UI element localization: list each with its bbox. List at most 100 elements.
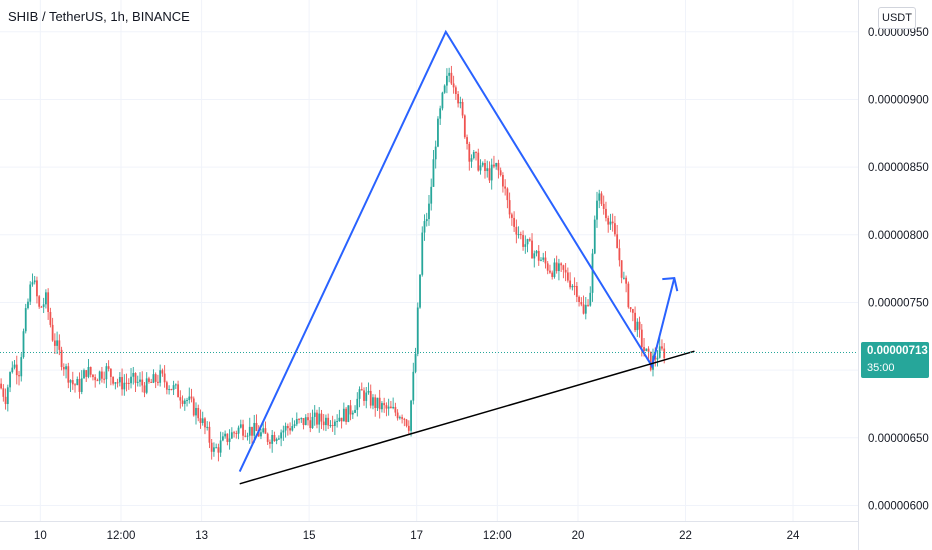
candle-body <box>416 307 419 354</box>
candle-body <box>457 94 460 104</box>
candle-body <box>367 390 370 393</box>
candle-up <box>282 425 285 441</box>
candle-down <box>190 388 193 403</box>
candle-body <box>387 406 390 409</box>
candle-body <box>219 440 222 453</box>
candle-down <box>531 233 533 259</box>
candle-down <box>2 384 5 402</box>
candle-up <box>168 385 171 395</box>
candle-body <box>432 159 435 187</box>
last-price-tag: 0.00000713 35:00 <box>861 342 929 378</box>
candle-down <box>67 362 70 389</box>
candle-body <box>197 407 200 419</box>
candle-down <box>573 277 576 296</box>
candle-body <box>428 203 430 220</box>
candle-down <box>148 376 150 384</box>
candle-body <box>504 186 507 189</box>
candle-body <box>566 272 569 281</box>
candle-up <box>540 257 542 262</box>
x-tick-label: 20 <box>572 530 585 542</box>
candle-body <box>125 382 128 384</box>
candle-down <box>242 419 244 441</box>
candle-body <box>210 442 213 452</box>
candle-body <box>475 152 477 154</box>
candle-body <box>526 239 529 245</box>
candle-body <box>645 348 648 351</box>
candle-up <box>398 415 401 420</box>
candle-body <box>318 413 321 425</box>
candle-body <box>517 234 520 236</box>
candle-down <box>85 369 88 382</box>
candle-down <box>255 414 258 432</box>
candle-body <box>33 280 36 283</box>
candle-up <box>24 303 27 334</box>
candle-down <box>631 308 634 322</box>
candle-down <box>62 363 65 376</box>
candle-body <box>313 412 316 417</box>
candle-body <box>280 432 283 439</box>
candle-down <box>502 172 504 193</box>
candle-body <box>112 376 115 384</box>
x-tick-label: 22 <box>679 530 692 542</box>
candle-body <box>643 347 645 351</box>
candle-body <box>611 221 614 224</box>
candle-up <box>495 162 498 170</box>
candle-body <box>96 380 99 382</box>
candle-body <box>374 397 377 409</box>
x-tick-label: 10 <box>34 530 47 542</box>
drawings <box>238 29 695 485</box>
candle-down <box>618 239 621 267</box>
candle-up <box>239 419 242 429</box>
candle-body <box>385 405 388 409</box>
candle-up <box>83 368 85 379</box>
candle-body <box>546 263 549 271</box>
candle-body <box>376 397 379 409</box>
candle-up <box>596 191 598 228</box>
candle-up <box>609 213 612 230</box>
candle-body <box>598 193 601 201</box>
candle-down <box>510 212 513 226</box>
candle-up <box>593 215 596 255</box>
candle-body <box>239 424 242 428</box>
candle-body <box>544 257 547 264</box>
candle-down <box>374 394 377 417</box>
candle-body <box>448 72 451 76</box>
candle-body <box>369 390 372 406</box>
candle-body <box>192 398 195 416</box>
candle-down <box>394 402 397 417</box>
candle-down <box>74 383 76 393</box>
candle-body <box>555 262 558 272</box>
candle-body <box>0 383 2 389</box>
candle-body <box>257 430 260 437</box>
candle-down <box>51 317 54 342</box>
candle-body <box>410 400 412 431</box>
candle-down <box>454 85 457 100</box>
candle-up <box>381 401 383 413</box>
candle-body <box>463 115 466 138</box>
currency-button[interactable]: USDT <box>878 7 916 29</box>
candle-body <box>327 417 330 426</box>
candle-body <box>237 427 240 434</box>
candle-body <box>190 396 193 399</box>
candle-up <box>246 432 249 441</box>
candle-body <box>528 239 531 241</box>
candle-down <box>488 161 491 184</box>
candle-body <box>441 92 444 109</box>
candle-down <box>551 270 554 280</box>
candle-body <box>266 433 269 442</box>
candle-body <box>571 285 574 288</box>
candle-body <box>578 296 580 303</box>
candle-body <box>179 397 182 401</box>
candle-body <box>481 163 484 166</box>
candle-body <box>349 405 352 415</box>
candle-up <box>230 427 233 439</box>
candle-body <box>461 101 464 116</box>
candle-body <box>130 376 132 384</box>
y-tick-label: 0.00000800 <box>868 230 929 242</box>
x-tick-label: 12:00 <box>483 530 512 542</box>
candle-body <box>89 366 92 375</box>
candle-body <box>273 434 276 442</box>
candle-down <box>369 384 372 409</box>
candle-body <box>575 285 578 297</box>
